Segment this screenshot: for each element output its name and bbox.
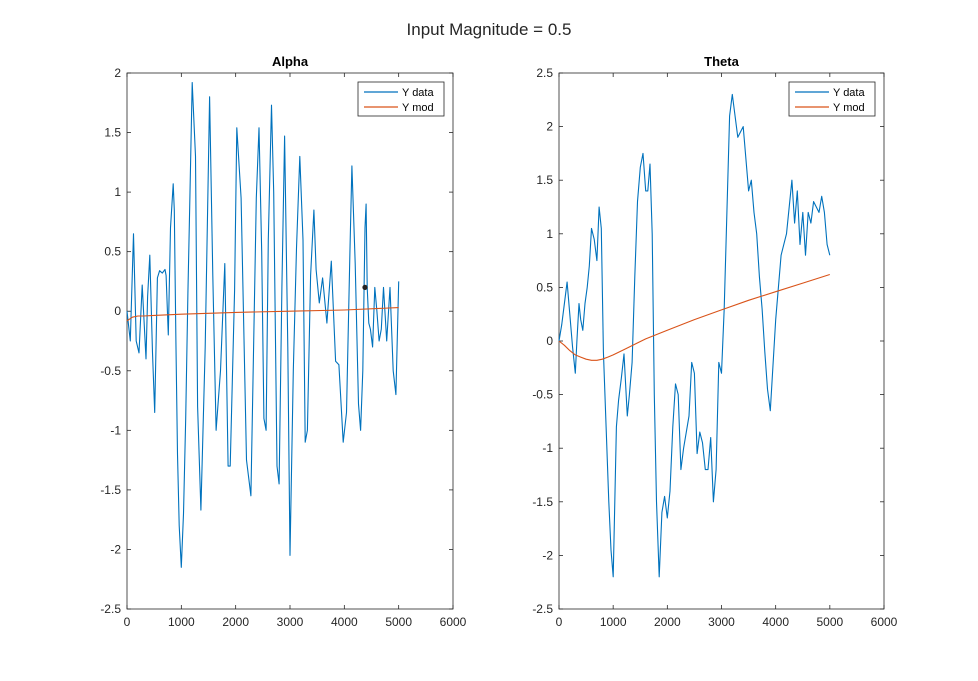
legend-label: Y data <box>402 87 434 99</box>
series-line-y-data <box>558 93 831 578</box>
y-tick-label: 0 <box>114 304 121 318</box>
series-line-y-mod <box>126 307 399 322</box>
y-tick-label: -1.5 <box>532 495 553 509</box>
y-tick-label: 0 <box>546 334 553 348</box>
y-tick-label: -2.5 <box>532 602 553 616</box>
figure-suptitle: Input Magnitude = 0.5 <box>406 20 572 39</box>
y-tick-label: 2 <box>546 120 553 134</box>
y-tick-label: -2 <box>542 548 553 562</box>
x-tick-label: 0 <box>124 615 131 629</box>
x-tick-label: 4000 <box>762 615 789 629</box>
datatip-marker <box>362 284 368 290</box>
y-tick-label: 2 <box>114 66 121 80</box>
x-tick-label: 5000 <box>816 615 843 629</box>
x-tick-label: 2000 <box>654 615 681 629</box>
x-tick-label: 1000 <box>600 615 627 629</box>
y-tick-label: 1.5 <box>536 173 553 187</box>
subplot-title: Theta <box>704 54 739 69</box>
y-tick-label: 1 <box>114 185 121 199</box>
x-tick-label: 6000 <box>871 615 898 629</box>
legend-label: Y mod <box>833 102 865 114</box>
alpha-subplot: Alpha 0 1000 2000 3000 4000 5000 6000 -2.5 -2 -1.5… <box>100 54 466 629</box>
x-tick-label: 3000 <box>277 615 304 629</box>
x-tick-label: 2000 <box>222 615 249 629</box>
y-tick-label: 0.5 <box>104 245 121 259</box>
legend-label: Y data <box>833 87 865 99</box>
series-line-y-data <box>126 81 400 568</box>
legend-box <box>357 81 445 117</box>
axes-box <box>558 72 885 610</box>
y-tick-label: -1.5 <box>100 483 121 497</box>
x-tick-label: 5000 <box>385 615 412 629</box>
y-tick-label: -2 <box>110 542 121 556</box>
theta-subplot: Theta 0 1000 2000 3000 4000 5000 6000 -2.5 -2 -1.5… <box>532 54 897 629</box>
y-tick-label: -0.5 <box>532 388 553 402</box>
y-tick-label: -2.5 <box>100 602 121 616</box>
x-tick-label: 1000 <box>168 615 195 629</box>
y-tick-label: -1 <box>110 423 121 437</box>
x-tick-label: 0 <box>556 615 563 629</box>
y-tick-label: 2.5 <box>536 66 553 80</box>
x-tick-label: 6000 <box>440 615 467 629</box>
x-tick-label: 4000 <box>331 615 358 629</box>
y-tick-label: 1.5 <box>104 126 121 140</box>
x-tick-label: 3000 <box>708 615 735 629</box>
y-tick-label: -0.5 <box>100 364 121 378</box>
y-tick-label: 1 <box>546 227 553 241</box>
legend-label: Y mod <box>402 102 434 114</box>
legend-box <box>788 81 876 117</box>
y-tick-label: 0.5 <box>536 280 553 294</box>
subplot-title: Alpha <box>272 54 309 69</box>
y-tick-label: -1 <box>542 441 553 455</box>
series-line-y-mod <box>558 273 830 361</box>
